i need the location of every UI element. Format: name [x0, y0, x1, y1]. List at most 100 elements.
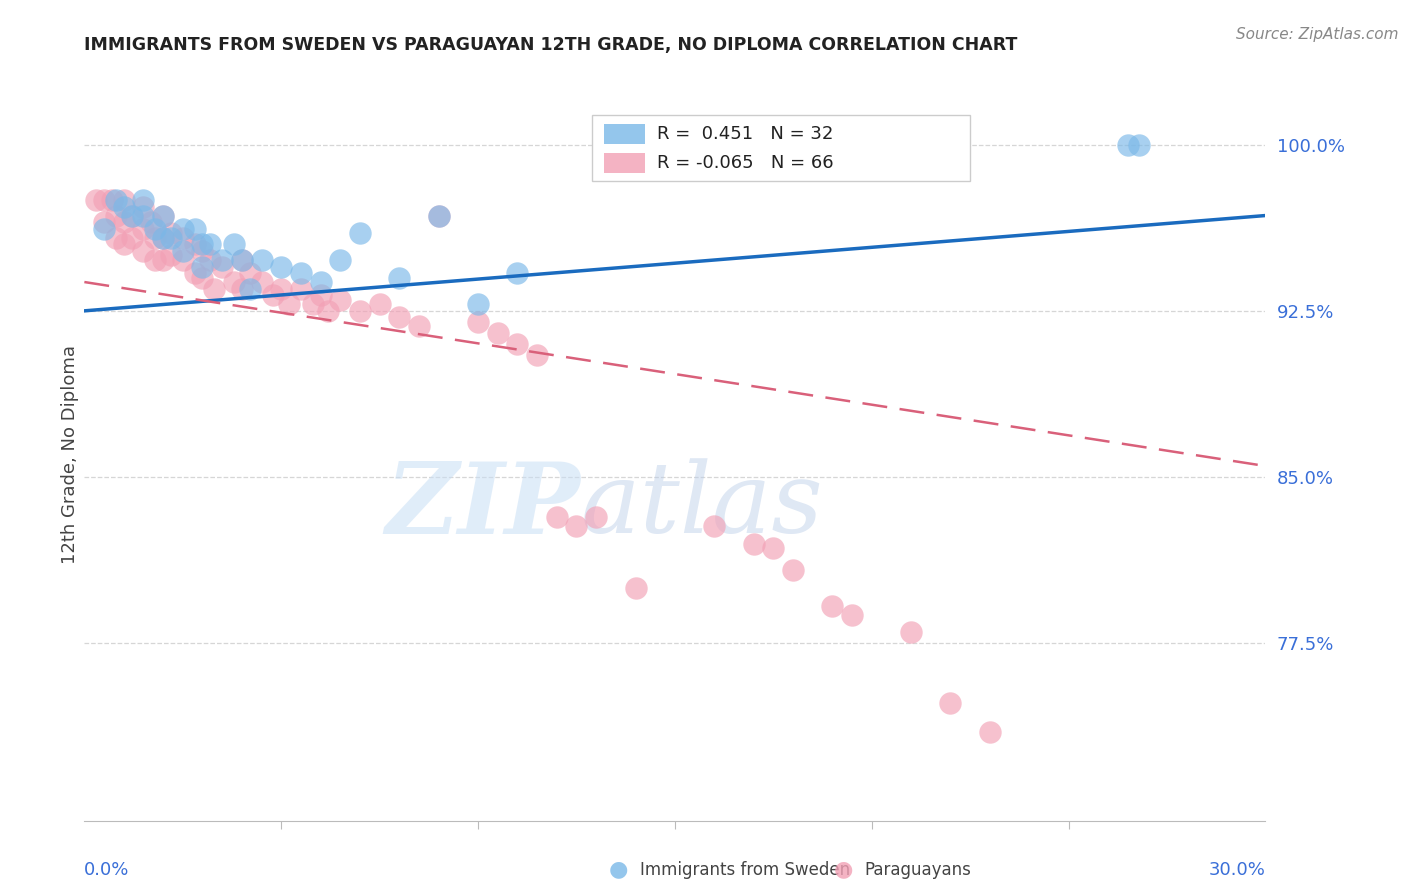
- Point: [1128, 137, 1150, 152]
- Point: [104, 209, 127, 223]
- Point: [290, 266, 312, 280]
- Point: [841, 607, 863, 622]
- Point: [979, 725, 1001, 739]
- Point: [408, 319, 430, 334]
- Point: [624, 581, 647, 595]
- Point: [143, 230, 166, 244]
- Point: [278, 297, 301, 311]
- Point: [526, 348, 548, 362]
- Point: [152, 252, 174, 267]
- Point: [388, 310, 411, 325]
- Point: [84, 193, 107, 207]
- Point: [318, 303, 340, 318]
- Point: [93, 222, 115, 236]
- Point: [152, 230, 174, 244]
- Text: atlas: atlas: [581, 458, 823, 554]
- Point: [132, 193, 155, 207]
- Point: [565, 519, 588, 533]
- Point: [191, 260, 214, 274]
- Point: [172, 230, 194, 244]
- Point: [467, 297, 489, 311]
- FancyBboxPatch shape: [605, 153, 645, 173]
- Point: [121, 209, 143, 223]
- Y-axis label: 12th Grade, No Diploma: 12th Grade, No Diploma: [62, 345, 80, 565]
- Point: [222, 275, 245, 289]
- Point: [104, 230, 127, 244]
- Text: 0.0%: 0.0%: [84, 861, 129, 879]
- Point: [141, 215, 163, 229]
- Point: [222, 237, 245, 252]
- Text: ZIP: ZIP: [385, 458, 581, 554]
- Point: [388, 270, 411, 285]
- Point: [467, 315, 489, 329]
- Point: [250, 275, 273, 289]
- Point: [183, 266, 205, 280]
- Point: [368, 297, 391, 311]
- Point: [172, 252, 194, 267]
- Point: [427, 209, 450, 223]
- Point: [329, 293, 352, 307]
- Point: [200, 237, 222, 252]
- Point: [160, 227, 183, 241]
- Point: [132, 222, 155, 236]
- Point: [546, 510, 568, 524]
- Text: ●: ●: [834, 860, 853, 880]
- Point: [172, 222, 194, 236]
- Point: [104, 193, 127, 207]
- Point: [250, 252, 273, 267]
- Point: [191, 237, 214, 252]
- Point: [121, 209, 143, 223]
- Point: [93, 215, 115, 229]
- FancyBboxPatch shape: [605, 124, 645, 144]
- Point: [191, 244, 214, 258]
- FancyBboxPatch shape: [592, 115, 970, 180]
- Point: [270, 282, 292, 296]
- Point: [309, 288, 332, 302]
- Point: [200, 252, 222, 267]
- Point: [211, 260, 233, 274]
- Point: [93, 193, 115, 207]
- Point: [506, 266, 529, 280]
- Point: [762, 541, 785, 555]
- Point: [349, 227, 371, 241]
- Point: [160, 248, 183, 262]
- Point: [112, 237, 135, 252]
- Point: [900, 625, 922, 640]
- Point: [132, 244, 155, 258]
- Point: [262, 288, 284, 302]
- Point: [211, 252, 233, 267]
- Text: IMMIGRANTS FROM SWEDEN VS PARAGUAYAN 12TH GRADE, NO DIPLOMA CORRELATION CHART: IMMIGRANTS FROM SWEDEN VS PARAGUAYAN 12T…: [84, 36, 1018, 54]
- Point: [152, 209, 174, 223]
- Point: [427, 209, 450, 223]
- Point: [309, 275, 332, 289]
- Point: [301, 297, 323, 311]
- Point: [782, 563, 804, 577]
- Point: [152, 230, 174, 244]
- Point: [231, 252, 253, 267]
- Point: [112, 215, 135, 229]
- Point: [349, 303, 371, 318]
- Point: [231, 252, 253, 267]
- Point: [585, 510, 607, 524]
- Point: [183, 222, 205, 236]
- Text: Source: ZipAtlas.com: Source: ZipAtlas.com: [1236, 27, 1399, 42]
- Point: [506, 337, 529, 351]
- Text: R = -0.065   N = 66: R = -0.065 N = 66: [657, 154, 834, 172]
- Point: [132, 200, 155, 214]
- Point: [112, 193, 135, 207]
- Point: [939, 696, 962, 710]
- Point: [239, 282, 262, 296]
- Point: [143, 222, 166, 236]
- Point: [191, 270, 214, 285]
- Point: [486, 326, 509, 340]
- Point: [121, 230, 143, 244]
- Point: [132, 209, 155, 223]
- Point: [1116, 137, 1139, 152]
- Text: ●: ●: [609, 860, 628, 880]
- Text: Immigrants from Sweden: Immigrants from Sweden: [640, 861, 849, 879]
- Point: [152, 209, 174, 223]
- Point: [703, 519, 725, 533]
- Point: [112, 200, 135, 214]
- Point: [231, 282, 253, 296]
- Point: [160, 230, 183, 244]
